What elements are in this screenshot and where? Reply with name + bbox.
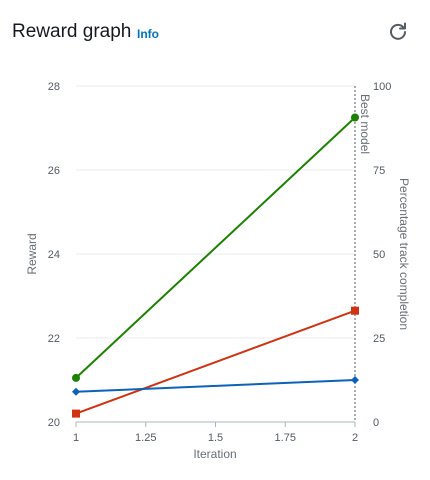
y-tick-label: 26: [48, 165, 60, 177]
info-link[interactable]: Info: [137, 27, 159, 41]
x-tick-label: 1.75: [275, 432, 296, 444]
x-tick-label: 1: [73, 432, 79, 444]
x-axis-label: Iteration: [193, 447, 236, 461]
y-tick-label: 28: [48, 81, 60, 93]
data-point: [351, 113, 359, 122]
data-point: [72, 387, 80, 396]
data-point: [72, 409, 80, 418]
y2-tick-label: 0: [373, 417, 379, 429]
data-point: [72, 373, 80, 382]
y-tick-label: 20: [48, 417, 60, 429]
series-line-0: [75, 116, 356, 379]
y2-axis-label: Percentage track completion: [397, 178, 411, 330]
y-axis-label: Reward: [25, 233, 39, 274]
x-tick-label: 1.5: [208, 432, 223, 444]
y-tick-label: 24: [48, 249, 60, 261]
series-line-2: [75, 379, 356, 393]
refresh-icon[interactable]: [386, 20, 410, 44]
data-point: [351, 306, 359, 315]
y2-tick-label: 50: [373, 249, 385, 261]
data-point: [351, 376, 359, 384]
page-title: Reward graph: [12, 21, 132, 42]
y2-tick-label: 25: [373, 333, 385, 345]
y2-tick-label: 100: [373, 81, 391, 93]
x-tick-label: 1.25: [135, 432, 156, 444]
y2-tick-label: 75: [373, 165, 385, 177]
x-tick-label: 2: [352, 432, 358, 444]
series-line-1: [75, 309, 356, 415]
y-tick-label: 22: [48, 333, 60, 345]
reward-graph-header: Reward graph Info: [12, 20, 418, 46]
best-model-label: Best model: [358, 94, 372, 154]
